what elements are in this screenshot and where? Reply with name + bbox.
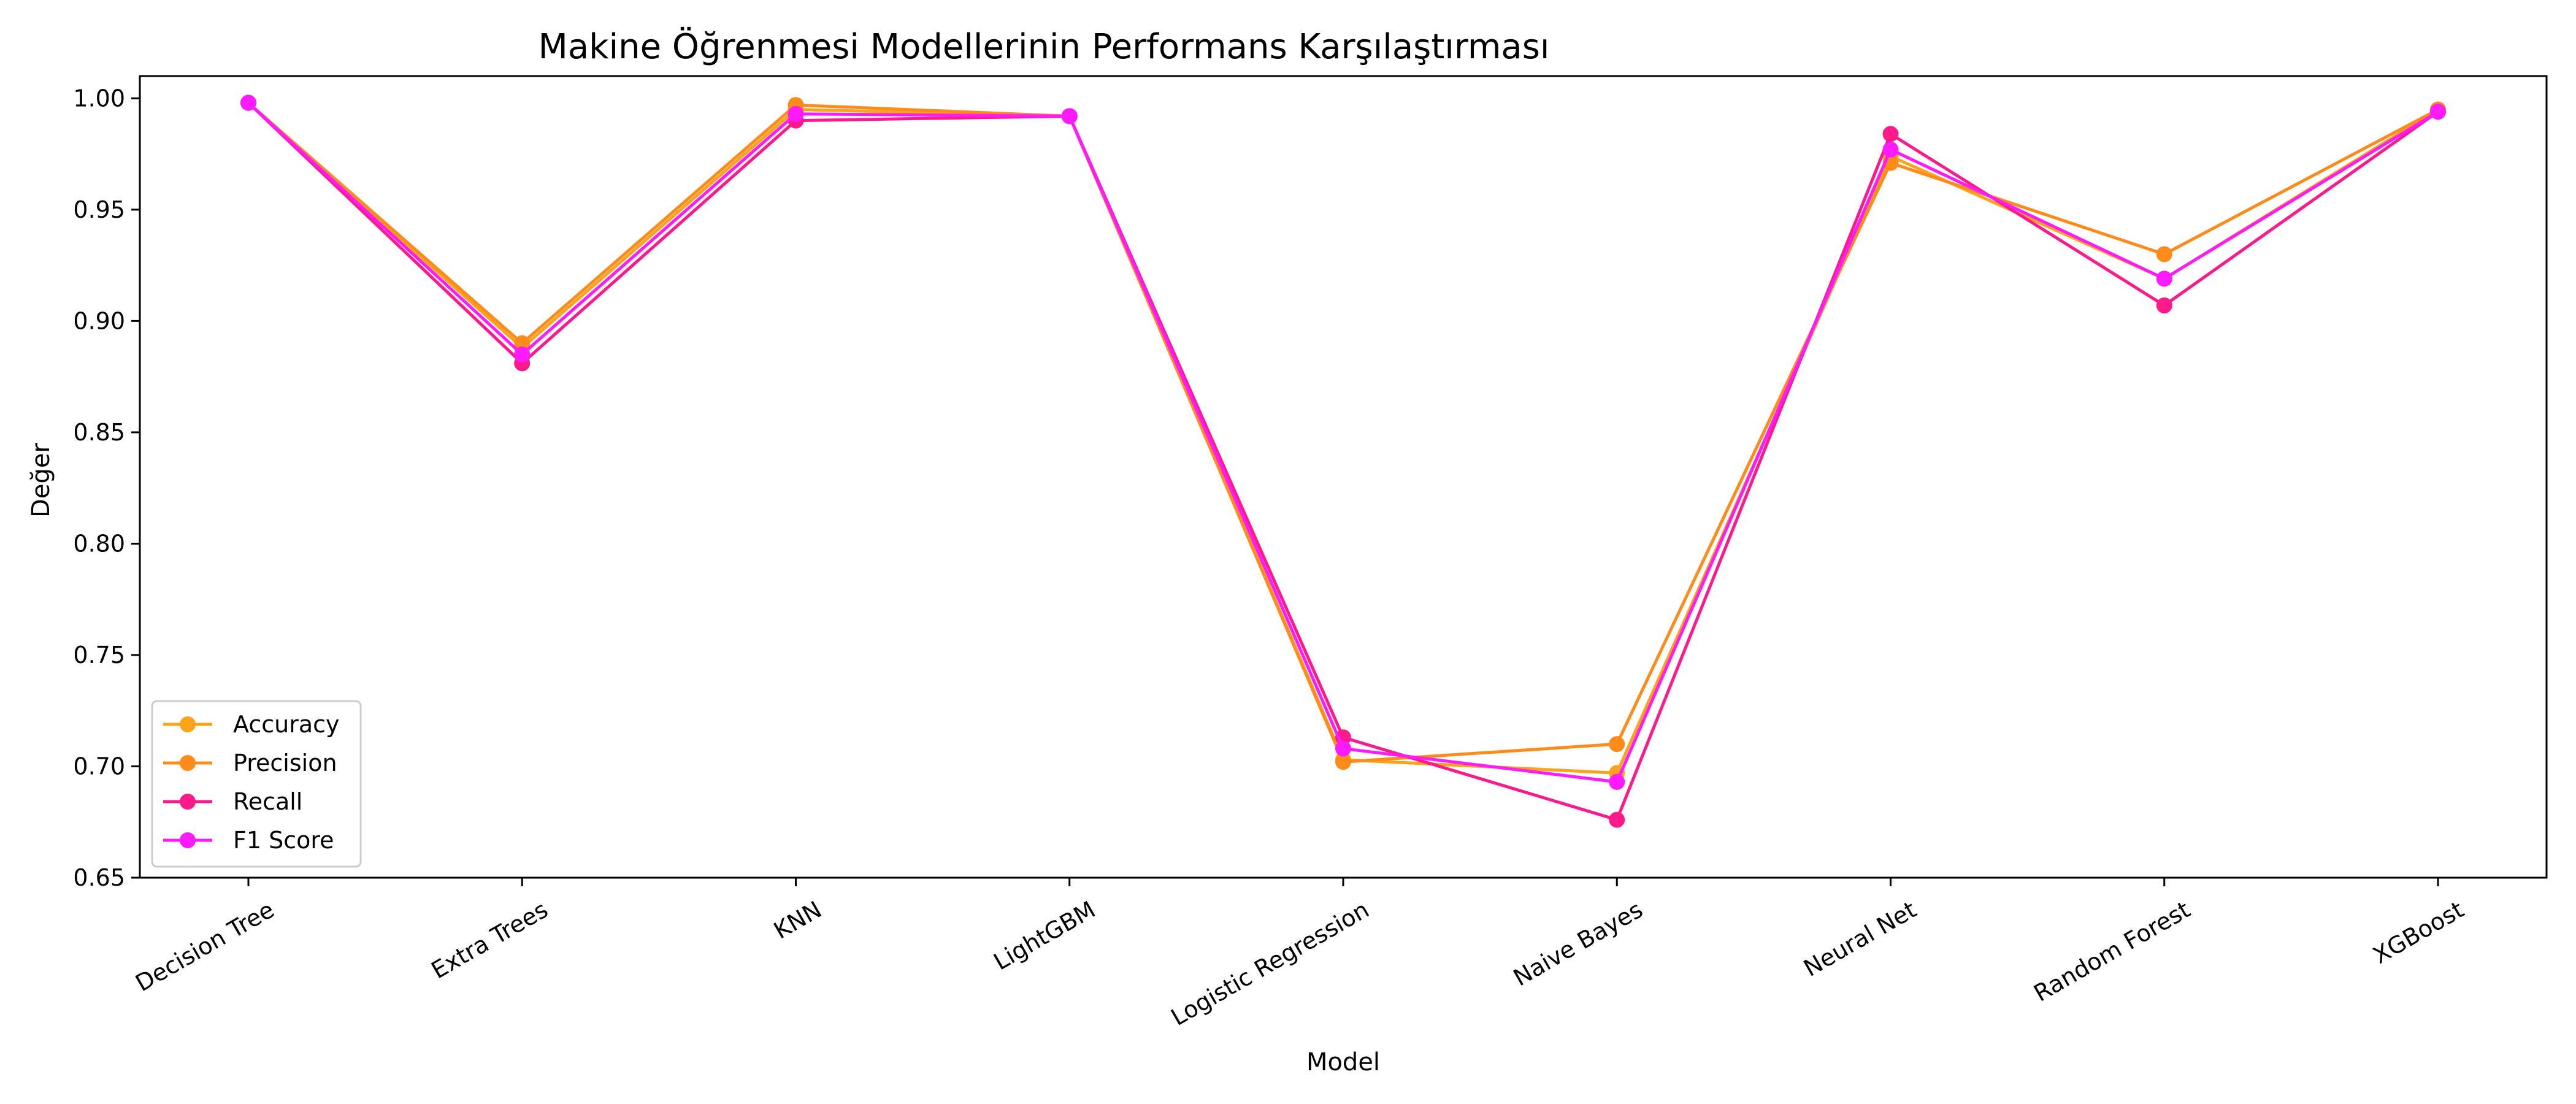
series-accuracy <box>240 94 2446 781</box>
x-tick-label: LightGBM <box>989 896 1100 976</box>
legend-label: Accuracy <box>233 711 340 738</box>
y-tick-label: 1.00 <box>73 85 125 112</box>
data-point <box>1609 811 1625 828</box>
y-axis-label: Değer <box>27 443 55 518</box>
data-point <box>2156 270 2172 287</box>
series-recall <box>240 94 2446 828</box>
data-point <box>514 346 531 362</box>
series-line <box>247 101 2439 764</box>
chart-title: Makine Öğrenmesi Modellerinin Performans… <box>539 27 1550 67</box>
legend-box <box>151 700 362 868</box>
series-layer <box>240 94 2446 828</box>
data-point <box>514 335 531 351</box>
y-tick-label: 0.95 <box>73 196 125 223</box>
y-tick-label: 0.80 <box>73 530 125 557</box>
x-axis-label: Model <box>1306 1048 1380 1076</box>
x-tick-label: Decision Tree <box>131 896 278 997</box>
data-point <box>1335 754 1351 770</box>
y-tick-label: 0.75 <box>73 642 125 669</box>
series-precision <box>240 94 2446 770</box>
y-axis-ticks: 0.65 0.70 0.75 0.80 0.85 0.90 0.95 1.00 <box>73 85 140 891</box>
data-point <box>1609 773 1625 790</box>
series-line <box>247 101 2439 775</box>
y-tick-label: 0.70 <box>73 753 125 780</box>
data-point <box>2156 246 2172 263</box>
series-line <box>247 101 2439 784</box>
y-tick-label: 0.90 <box>73 307 125 334</box>
x-tick-label: Random Forest <box>2030 896 2195 1007</box>
legend: Accuracy Precision Recall F1 Score <box>151 700 362 868</box>
legend-swatch-marker <box>180 755 196 771</box>
x-tick-label: KNN <box>769 896 826 945</box>
y-tick-label: 0.85 <box>73 419 125 446</box>
x-tick-label: Logistic Regression <box>1167 896 1374 1031</box>
x-tick-label: XGBoost <box>2369 896 2469 969</box>
data-point <box>1609 736 1625 753</box>
data-point <box>1882 126 1899 142</box>
data-point <box>2430 104 2446 120</box>
series-f1-score <box>240 94 2446 790</box>
data-point <box>240 94 256 111</box>
x-tick-label: Extra Trees <box>427 896 553 984</box>
y-tick-label: 0.65 <box>73 864 125 891</box>
x-axis-ticks: Decision Tree Extra Trees KNN LightGBM Logis… <box>131 878 2469 1031</box>
legend-label: F1 Score <box>233 827 334 854</box>
legend-label: Precision <box>233 749 337 776</box>
legend-swatch-marker <box>180 716 196 732</box>
data-point <box>1882 141 1899 158</box>
legend-swatch-marker <box>180 832 196 848</box>
data-point <box>1061 108 1078 125</box>
x-tick-label: Naive Bayes <box>1509 896 1647 992</box>
data-point <box>2156 297 2172 313</box>
series-line <box>247 101 2439 822</box>
plot-frame <box>139 75 2548 879</box>
data-point <box>1335 740 1351 757</box>
legend-swatch-marker <box>180 794 196 810</box>
legend-label: Recall <box>233 788 302 815</box>
data-point <box>788 105 804 122</box>
x-tick-label: Neural Net <box>1799 896 1921 982</box>
